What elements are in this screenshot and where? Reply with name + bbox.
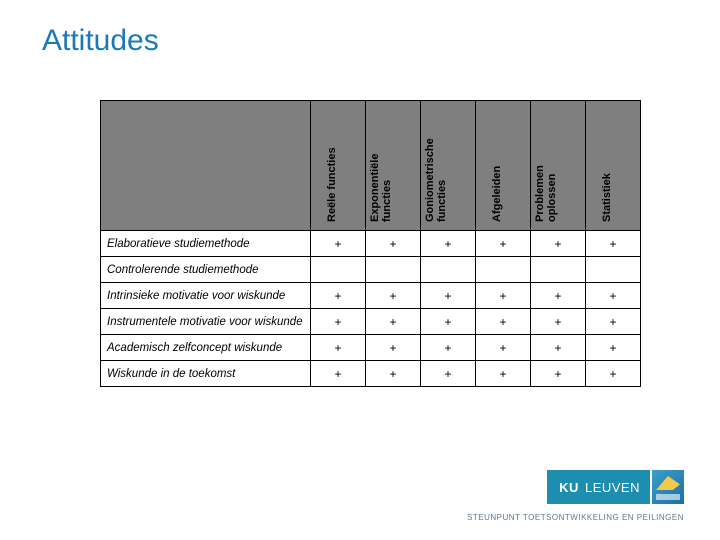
table-cell: + (421, 283, 476, 309)
table-cell: + (476, 231, 531, 257)
col-header-label: Problemenoplossen (534, 165, 558, 222)
logo-ku: KU (559, 480, 579, 495)
ku-leuven-logo-icon (650, 470, 684, 504)
table-cell (531, 257, 586, 283)
table-cell: + (366, 335, 421, 361)
row-label: Instrumentele motivatie voor wiskunde (101, 309, 311, 335)
page-title: Attitudes (42, 24, 159, 58)
table-cell: + (531, 335, 586, 361)
table-cell: + (311, 361, 366, 387)
table-cell: + (311, 283, 366, 309)
col-header: Exponentiëlefuncties (366, 101, 421, 231)
logo-leuven: LEUVEN (585, 480, 640, 495)
table-cell (476, 257, 531, 283)
table-cell: + (531, 283, 586, 309)
table-cell: + (421, 231, 476, 257)
row-label: Intrinsieke motivatie voor wiskunde (101, 283, 311, 309)
col-header-label: Afgeleiden (491, 166, 503, 222)
table-cell: + (531, 361, 586, 387)
table-row: Elaboratieve studiemethode++++++ (101, 231, 641, 257)
col-header: Goniometrischefuncties (421, 101, 476, 231)
table-cell: + (586, 309, 641, 335)
table-cell: + (476, 335, 531, 361)
col-header: Reële functies (311, 101, 366, 231)
corner-cell (101, 101, 311, 231)
table-row: Wiskunde in de toekomst++++++ (101, 361, 641, 387)
table-cell (421, 257, 476, 283)
col-header-label: Goniometrischefuncties (424, 138, 448, 222)
table-cell: + (476, 283, 531, 309)
table-cell: + (311, 231, 366, 257)
col-header-label: Statistiek (601, 173, 613, 222)
table-cell: + (421, 361, 476, 387)
table-cell: + (476, 361, 531, 387)
table-row: Academisch zelfconcept wiskunde++++++ (101, 335, 641, 361)
table-cell: + (421, 335, 476, 361)
table-cell: + (311, 335, 366, 361)
row-label: Academisch zelfconcept wiskunde (101, 335, 311, 361)
col-header-label: Exponentiëlefuncties (369, 154, 393, 222)
table-cell: + (366, 231, 421, 257)
table-cell: + (531, 309, 586, 335)
col-header-label: Reële functies (326, 147, 338, 222)
table-header-row: Reële functies Exponentiëlefuncties Goni… (101, 101, 641, 231)
col-header: Afgeleiden (476, 101, 531, 231)
table-cell: + (366, 361, 421, 387)
footer-text: STEUNPUNT TOETSONTWIKKELING EN PEILINGEN (467, 513, 684, 522)
table-cell: + (421, 309, 476, 335)
logo: KU LEUVEN (547, 470, 684, 504)
row-label: Wiskunde in de toekomst (101, 361, 311, 387)
table-cell: + (586, 361, 641, 387)
row-label: Elaboratieve studiemethode (101, 231, 311, 257)
table-row: Controlerende studiemethode (101, 257, 641, 283)
col-header: Problemenoplossen (531, 101, 586, 231)
row-label: Controlerende studiemethode (101, 257, 311, 283)
table-cell: + (311, 309, 366, 335)
table-cell: + (476, 309, 531, 335)
table-cell (366, 257, 421, 283)
table-row: Instrumentele motivatie voor wiskunde+++… (101, 309, 641, 335)
col-header: Statistiek (586, 101, 641, 231)
table-row: Intrinsieke motivatie voor wiskunde+++++… (101, 283, 641, 309)
table-cell: + (366, 309, 421, 335)
table-cell: + (531, 231, 586, 257)
table-cell: + (366, 283, 421, 309)
table-cell (311, 257, 366, 283)
table-cell (586, 257, 641, 283)
table-cell: + (586, 231, 641, 257)
table-cell: + (586, 335, 641, 361)
table-cell: + (586, 283, 641, 309)
ku-leuven-logo-text: KU LEUVEN (547, 470, 650, 504)
attitudes-table: Reële functies Exponentiëlefuncties Goni… (100, 100, 640, 387)
